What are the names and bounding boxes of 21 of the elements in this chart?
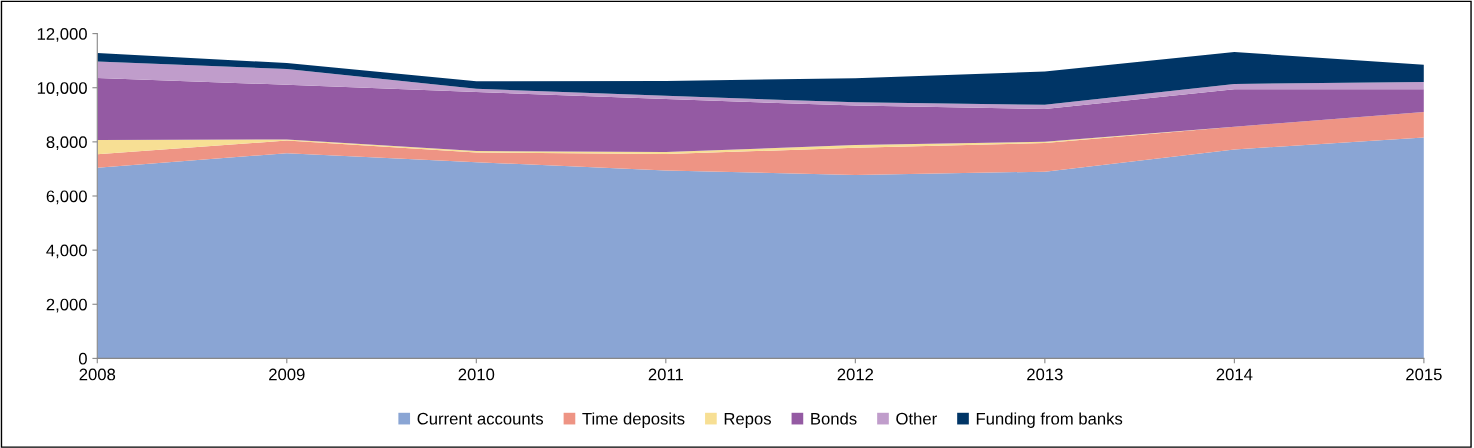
x-tick-label: 2013 — [1027, 368, 1063, 381]
legend-label: Current accounts — [417, 412, 544, 425]
x-tick-label: 2012 — [837, 368, 874, 381]
x-tick-label: 2009 — [269, 368, 305, 381]
y-tick-label: 8,000 — [46, 136, 87, 151]
legend-label: Repos — [724, 412, 771, 428]
y-tick-label: 2,000 — [46, 298, 87, 313]
legend-label: Funding from banks — [976, 412, 1123, 428]
x-tick-label: 2008 — [79, 368, 116, 381]
y-tick-label: 0 — [78, 352, 87, 365]
y-tick-label: 6,000 — [46, 190, 87, 205]
y-tick-label: 10,000 — [37, 82, 87, 96]
legend-label: Bonds — [811, 412, 857, 425]
x-tick-label: 2011 — [648, 368, 683, 381]
legend-label: Other — [896, 412, 937, 425]
x-tick-label: 2014 — [1216, 368, 1253, 381]
legend-label: Time deposits — [582, 412, 685, 428]
x-tick-label: 2010 — [458, 368, 495, 381]
x-tick-label: 2015 — [1406, 368, 1442, 381]
y-tick-label: 12,000 — [37, 28, 87, 42]
y-tick-label: 4,000 — [46, 244, 87, 259]
